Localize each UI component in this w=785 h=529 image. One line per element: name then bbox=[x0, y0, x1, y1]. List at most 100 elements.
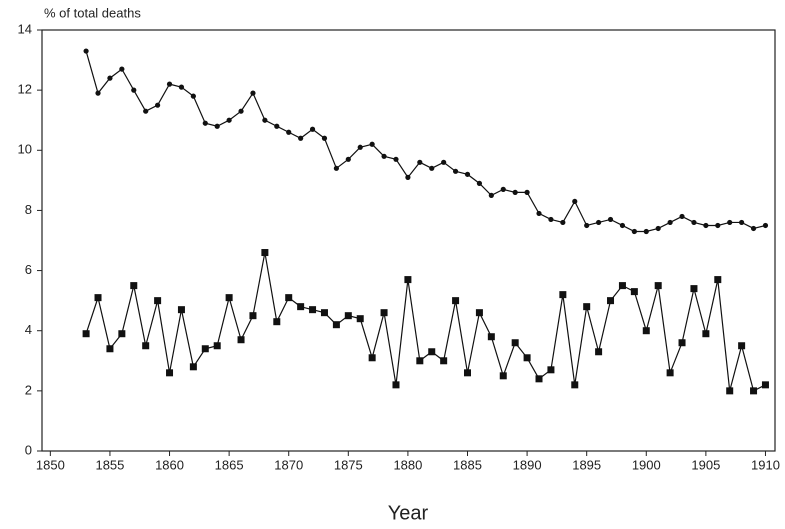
point-marker bbox=[667, 219, 673, 226]
point-marker bbox=[345, 156, 351, 162]
x-tick-label: 1900 bbox=[632, 457, 661, 472]
x-tick-label: 1865 bbox=[215, 457, 244, 472]
point-marker bbox=[131, 87, 137, 93]
x-tick-label: 1870 bbox=[274, 457, 303, 472]
point-marker bbox=[476, 180, 483, 186]
y-axis-label: % of total deaths bbox=[44, 5, 141, 20]
point-marker bbox=[155, 102, 161, 108]
point-marker bbox=[344, 312, 352, 320]
point-marker bbox=[691, 219, 697, 226]
x-tick-label: 1860 bbox=[155, 457, 184, 472]
point-marker bbox=[690, 285, 698, 293]
point-marker bbox=[739, 219, 745, 226]
point-marker bbox=[286, 129, 292, 135]
y-tick-label: 2 bbox=[25, 382, 32, 397]
point-marker bbox=[369, 141, 375, 147]
point-marker bbox=[237, 336, 245, 344]
point-marker bbox=[429, 165, 435, 171]
point-marker bbox=[380, 309, 388, 317]
y-tick-label: 14 bbox=[18, 21, 32, 36]
point-marker bbox=[119, 66, 125, 72]
point-marker bbox=[571, 381, 579, 389]
point-marker bbox=[107, 75, 113, 81]
point-marker bbox=[83, 48, 89, 54]
x-tick-label: 1885 bbox=[453, 457, 482, 472]
point-marker bbox=[106, 345, 114, 353]
point-marker bbox=[475, 309, 483, 317]
point-marker bbox=[630, 288, 638, 296]
point-marker bbox=[607, 216, 614, 223]
point-marker bbox=[738, 342, 746, 350]
point-marker bbox=[441, 159, 447, 165]
point-marker bbox=[166, 81, 173, 87]
y-tick-label: 4 bbox=[25, 322, 32, 337]
point-marker bbox=[654, 282, 662, 290]
point-marker bbox=[238, 108, 244, 114]
point-marker bbox=[655, 225, 661, 232]
point-marker bbox=[619, 222, 626, 229]
point-marker bbox=[285, 294, 293, 302]
x-tick-label: 1910 bbox=[751, 457, 780, 472]
point-marker bbox=[357, 144, 363, 150]
point-marker bbox=[82, 330, 90, 338]
point-marker bbox=[392, 381, 400, 389]
point-marker bbox=[309, 306, 317, 314]
point-marker bbox=[607, 297, 615, 305]
x-axis-label: Year bbox=[388, 502, 429, 524]
plot-frame bbox=[41, 29, 776, 452]
point-marker bbox=[500, 186, 506, 192]
point-marker bbox=[631, 228, 637, 235]
point-marker bbox=[416, 357, 424, 365]
series-line bbox=[85, 252, 766, 392]
x-tick-label: 1880 bbox=[393, 457, 422, 472]
point-marker bbox=[178, 84, 185, 90]
point-marker bbox=[643, 228, 649, 235]
y-tick-label: 10 bbox=[18, 142, 32, 157]
point-marker bbox=[95, 90, 101, 96]
point-marker bbox=[142, 342, 150, 350]
point-marker bbox=[750, 387, 758, 395]
point-marker bbox=[190, 93, 196, 99]
point-marker bbox=[356, 315, 364, 323]
point-marker bbox=[298, 135, 304, 141]
x-tick-label: 1850 bbox=[36, 457, 65, 472]
x-tick-label: 1875 bbox=[334, 457, 363, 472]
point-marker bbox=[201, 345, 209, 353]
point-marker bbox=[584, 222, 590, 229]
point-marker bbox=[368, 354, 376, 362]
point-marker bbox=[524, 189, 530, 195]
point-marker bbox=[273, 318, 281, 326]
point-marker bbox=[523, 354, 531, 362]
x-tick-label: 1905 bbox=[691, 457, 720, 472]
point-marker bbox=[249, 312, 257, 320]
point-marker bbox=[547, 366, 555, 374]
point-marker bbox=[202, 120, 208, 126]
point-marker bbox=[678, 339, 686, 347]
point-marker bbox=[702, 330, 710, 338]
point-marker bbox=[440, 357, 448, 365]
point-marker bbox=[595, 348, 603, 356]
y-tick-label: 0 bbox=[25, 442, 32, 457]
point-marker bbox=[726, 387, 734, 395]
point-marker bbox=[143, 108, 149, 114]
point-marker bbox=[714, 276, 722, 284]
x-tick-label: 1890 bbox=[513, 457, 542, 472]
point-marker bbox=[548, 216, 554, 223]
point-marker bbox=[404, 276, 412, 284]
point-marker bbox=[559, 291, 567, 299]
point-marker bbox=[226, 117, 232, 123]
point-marker bbox=[762, 222, 769, 229]
point-marker bbox=[417, 159, 423, 165]
y-tick-label: 6 bbox=[25, 262, 32, 277]
x-tick-label: 1895 bbox=[572, 457, 601, 472]
point-marker bbox=[405, 174, 411, 180]
point-marker bbox=[118, 330, 126, 338]
point-marker bbox=[214, 123, 220, 129]
point-marker bbox=[572, 198, 578, 205]
point-marker bbox=[321, 135, 328, 141]
point-marker bbox=[499, 372, 507, 380]
point-marker bbox=[213, 342, 221, 350]
point-marker bbox=[393, 156, 399, 162]
series-line bbox=[85, 50, 766, 233]
point-marker bbox=[512, 189, 518, 195]
